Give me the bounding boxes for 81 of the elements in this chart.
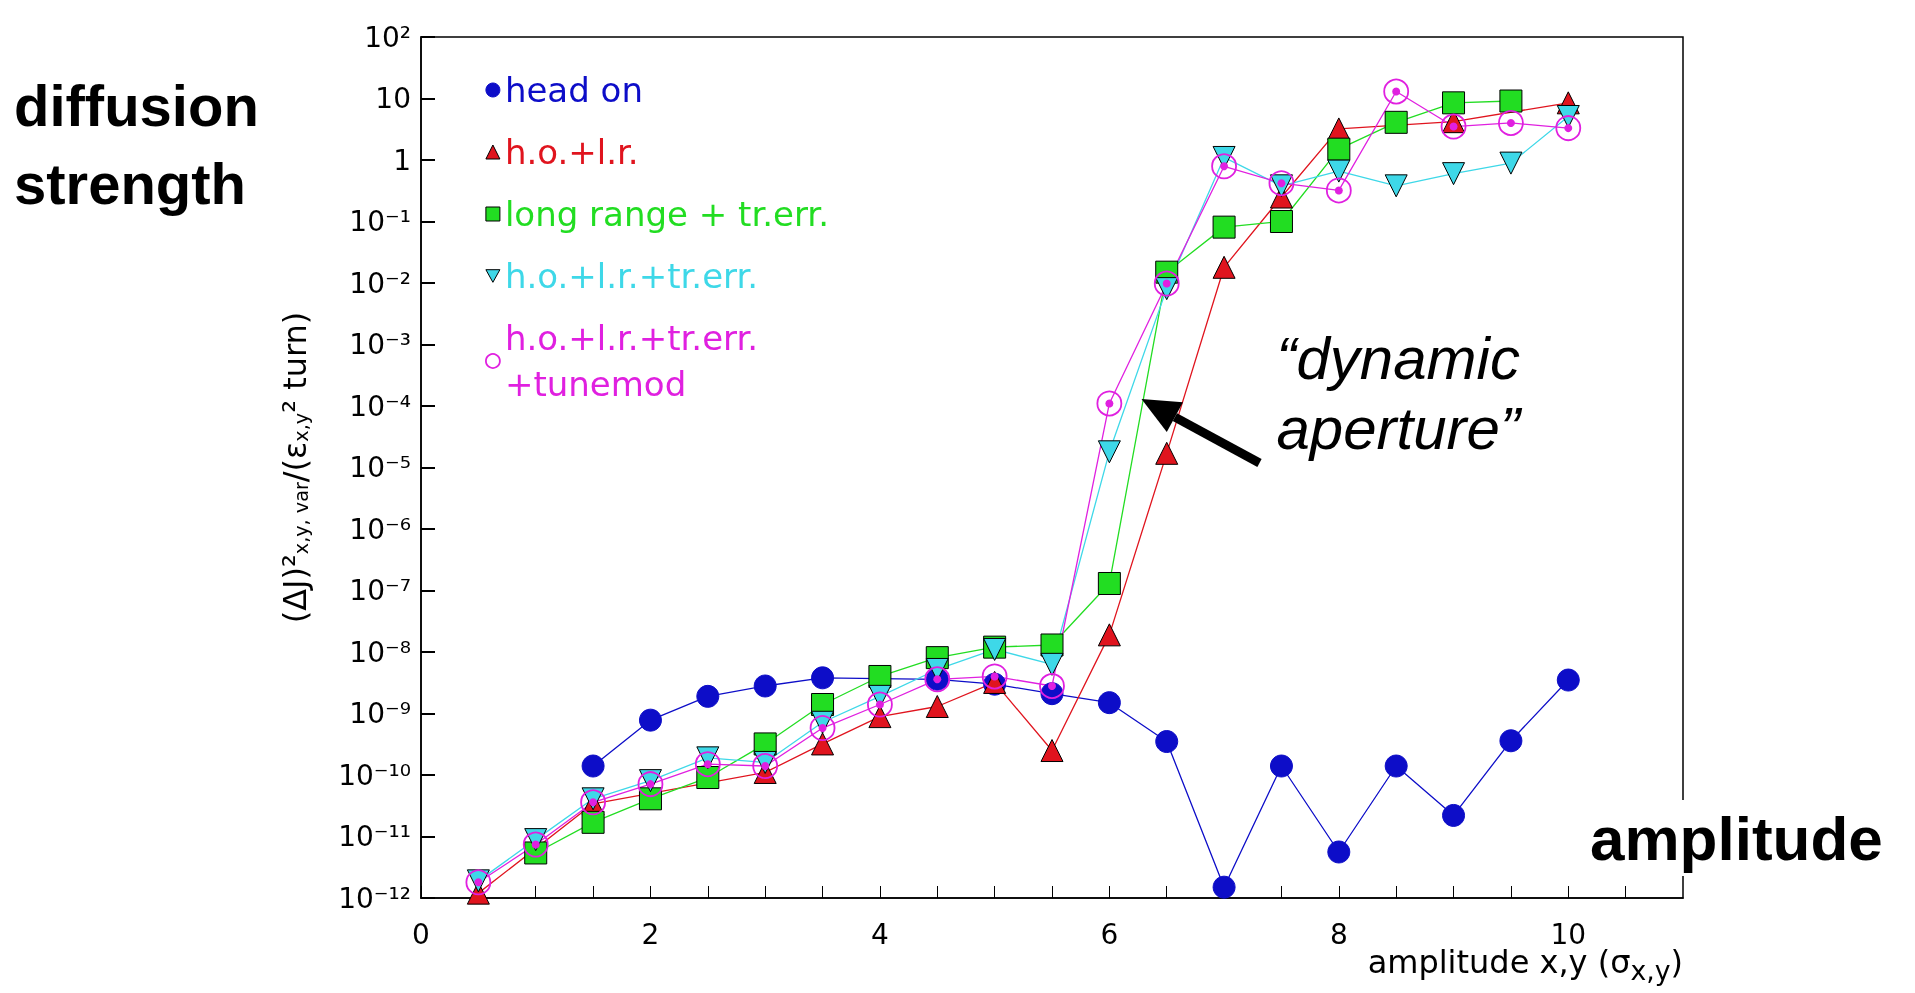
- point: [1327, 159, 1351, 183]
- y-tick-label: 1: [393, 143, 411, 177]
- point: [1097, 691, 1121, 715]
- point: [868, 664, 892, 688]
- point: [1097, 623, 1121, 647]
- legend-label: h.o.+l.r.+tr.err. +tunemod: [504, 318, 759, 404]
- legend-label: h.o.+l.r.: [504, 132, 639, 172]
- y-tick-label: 10⁻⁸: [349, 635, 411, 669]
- legend-label: long range + tr.err.: [504, 194, 830, 234]
- point: [1440, 113, 1467, 140]
- point: [581, 810, 605, 834]
- point: [1442, 803, 1466, 827]
- point: [1096, 390, 1123, 417]
- y-tick-label: 10⁻¹⁰: [338, 758, 411, 792]
- text: diffusion strength: [14, 72, 275, 216]
- point: [925, 694, 949, 718]
- point: [1212, 255, 1236, 279]
- y-tick-label: 10⁻⁵: [349, 451, 411, 484]
- point: [981, 663, 1008, 690]
- y-tick-label: 10⁻⁶: [349, 512, 411, 546]
- point: [1327, 840, 1351, 864]
- point: [752, 753, 779, 779]
- point: [1097, 571, 1121, 595]
- point: [811, 666, 835, 690]
- point: [581, 754, 605, 778]
- point: [522, 831, 549, 858]
- point: [811, 732, 835, 756]
- y-tick-label: 10⁻¹: [349, 205, 411, 238]
- point: [1040, 652, 1064, 676]
- y-tick-label: 10⁻⁴: [349, 389, 411, 423]
- point: [1212, 215, 1236, 239]
- point: [1040, 739, 1064, 763]
- point: [638, 708, 662, 732]
- point: [1556, 668, 1580, 692]
- point: [1442, 162, 1466, 186]
- point: [1384, 110, 1408, 134]
- point: [809, 715, 836, 741]
- y-tick-label: 10⁻⁹: [349, 697, 411, 730]
- x-tick-label: 2: [641, 917, 660, 951]
- point: [1327, 137, 1351, 161]
- annotation: amplitude: [1590, 803, 1883, 873]
- x-tick-label: 6: [1100, 917, 1119, 951]
- y-tick-label: 10⁻³: [349, 328, 411, 361]
- point: [1325, 177, 1352, 204]
- point: [694, 751, 721, 778]
- point: [1499, 729, 1523, 753]
- annotation: “dynamic aperture”: [1276, 325, 1537, 463]
- point: [1097, 440, 1121, 464]
- y-tick-label: 10⁻¹¹: [338, 820, 411, 853]
- point: [1499, 89, 1523, 113]
- legend-label: head on: [504, 70, 643, 110]
- x-tick-label: 0: [412, 917, 430, 951]
- point: [637, 771, 664, 798]
- point: [1499, 151, 1523, 175]
- point: [1039, 673, 1065, 699]
- point: [1384, 174, 1408, 198]
- point: [1269, 210, 1293, 233]
- point: [696, 684, 720, 708]
- point: [1155, 730, 1179, 754]
- point: [1383, 78, 1410, 105]
- point: [753, 674, 777, 698]
- point: [868, 705, 892, 729]
- y-tick-label: 10²: [364, 20, 411, 54]
- point: [1155, 441, 1179, 465]
- point: [1498, 110, 1524, 136]
- y-tick-label: 10⁻²: [349, 266, 411, 300]
- point: [1442, 91, 1466, 115]
- point: [1384, 754, 1408, 778]
- point: [1269, 754, 1293, 778]
- y-tick-label: 10⁻⁷: [349, 574, 411, 607]
- point: [867, 691, 893, 718]
- point: [1211, 153, 1237, 180]
- x-tick-label: 8: [1329, 917, 1348, 951]
- point: [1555, 115, 1582, 141]
- y-tick-label: 10⁻¹²: [338, 881, 411, 915]
- point: [1153, 270, 1180, 297]
- x-tick-label: 4: [871, 917, 889, 951]
- y-axis-title: (ΔJ)²x,y, var/(εx,y² turn): [276, 311, 314, 624]
- legend-label: h.o.+l.r.+tr.err.: [504, 256, 759, 296]
- point: [1212, 875, 1236, 899]
- y-tick-label: 10: [375, 82, 411, 115]
